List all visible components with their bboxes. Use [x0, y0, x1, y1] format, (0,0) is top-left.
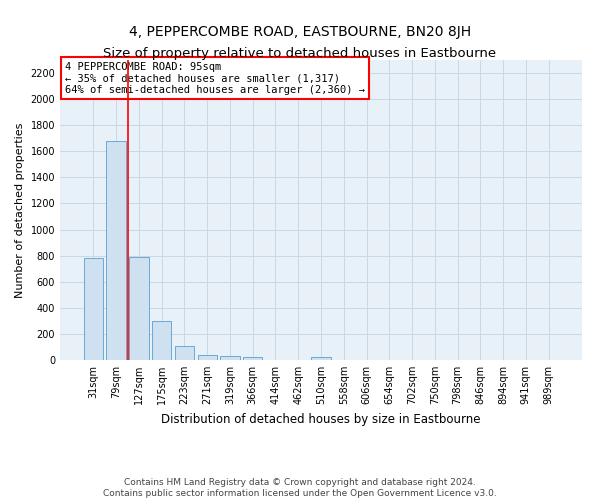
- Bar: [106, 141, 126, 360]
- Bar: [197, 355, 217, 360]
- Text: 4, PEPPERCOMBE ROAD, EASTBOURNE, BN20 8JH: 4, PEPPERCOMBE ROAD, EASTBOURNE, BN20 8J…: [129, 25, 471, 39]
- Text: Contains HM Land Registry data © Crown copyright and database right 2024.
Contai: Contains HM Land Registry data © Crown c…: [103, 478, 497, 498]
- Text: Size of property relative to detached houses in Eastbourne: Size of property relative to detached ho…: [103, 48, 497, 60]
- Bar: [152, 321, 172, 360]
- Y-axis label: Number of detached properties: Number of detached properties: [15, 122, 25, 298]
- Bar: [220, 356, 239, 360]
- Bar: [243, 358, 262, 360]
- Bar: [129, 257, 149, 360]
- Bar: [175, 346, 194, 360]
- Bar: [84, 258, 103, 360]
- Bar: [311, 356, 331, 360]
- Text: 4 PEPPERCOMBE ROAD: 95sqm
← 35% of detached houses are smaller (1,317)
64% of se: 4 PEPPERCOMBE ROAD: 95sqm ← 35% of detac…: [65, 62, 365, 94]
- X-axis label: Distribution of detached houses by size in Eastbourne: Distribution of detached houses by size …: [161, 412, 481, 426]
